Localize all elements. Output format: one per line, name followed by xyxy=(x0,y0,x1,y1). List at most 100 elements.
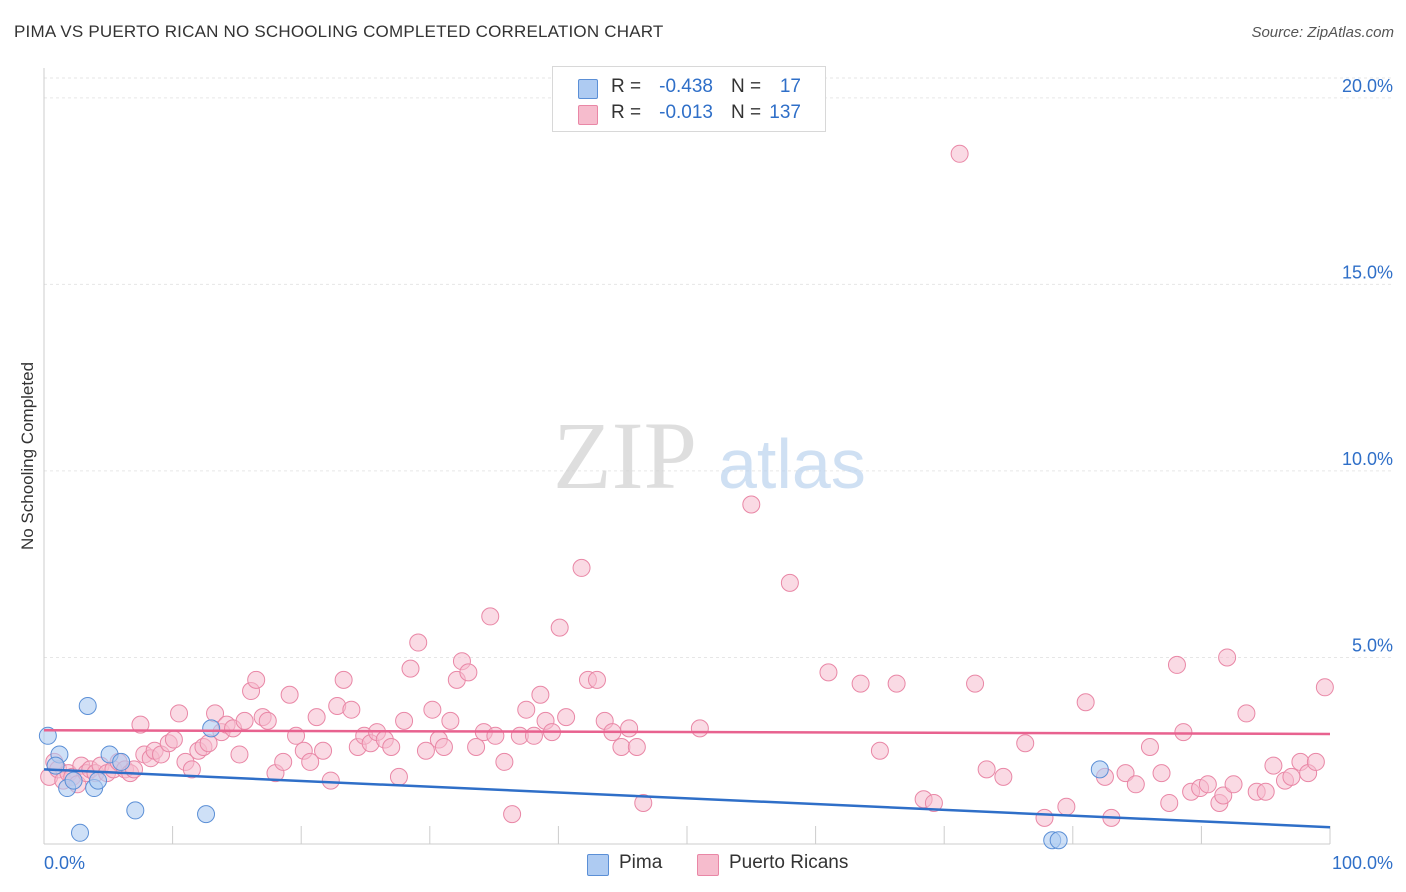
puerto-ricans-point xyxy=(164,730,183,749)
puerto-ricans-point xyxy=(280,685,299,704)
source-label: Source: ZipAtlas.com xyxy=(1251,24,1394,41)
pima-point xyxy=(126,801,145,820)
puerto-ricans-point xyxy=(467,738,486,756)
puerto-ricans-point xyxy=(620,719,639,738)
puerto-ricans-point xyxy=(1214,786,1233,805)
pima-point xyxy=(112,752,131,771)
tick-labels: 5.0% 10.0% 15.0% 20.0% 0.0% 100.0% xyxy=(44,76,1393,873)
puerto-ricans-point xyxy=(1237,704,1256,723)
pima-trend-line xyxy=(43,768,1331,829)
puerto-ricans-point xyxy=(382,738,401,756)
legend-r-label: R = xyxy=(611,76,642,97)
puerto-ricans-point xyxy=(1126,775,1145,794)
puerto-ricans-point xyxy=(321,771,340,790)
puerto-ricans-point xyxy=(572,558,591,577)
y-tick-label: 10.0% xyxy=(1342,449,1393,469)
puerto-ricans-point xyxy=(634,793,653,812)
puerto-ricans-point xyxy=(1076,693,1095,712)
puerto-ricans-point xyxy=(870,741,889,760)
legend-n-label: N = xyxy=(731,76,762,97)
puerto-ricans-point xyxy=(1282,767,1301,786)
watermark-atlas: atlas xyxy=(718,425,866,503)
puerto-ricans-point xyxy=(416,741,435,760)
pima-point xyxy=(202,719,221,738)
puerto-ricans-point xyxy=(819,663,838,682)
puerto-ricans-point xyxy=(314,741,333,760)
pima-point xyxy=(1049,831,1068,850)
puerto-ricans-point xyxy=(247,670,266,689)
puerto-ricans-point xyxy=(517,700,536,719)
y-tick-label: 20.0% xyxy=(1342,76,1393,96)
puerto-ricans-point xyxy=(258,711,277,730)
legend-swatch-pima xyxy=(578,79,598,99)
puerto-ricans-point xyxy=(1167,655,1186,674)
puerto-ricans-point xyxy=(1224,775,1243,794)
puerto-ricans-point xyxy=(1218,648,1237,667)
pima-point xyxy=(197,805,216,824)
legend-n-label: N = xyxy=(731,102,762,123)
puerto-ricans-point xyxy=(1116,764,1135,783)
legend-swatch-puerto-ricans xyxy=(578,105,598,125)
puerto-ricans-point xyxy=(395,711,414,730)
puerto-ricans-point xyxy=(230,745,249,764)
puerto-ricans-point xyxy=(409,633,428,652)
puerto-ricans-point xyxy=(131,715,150,734)
puerto-ricans-point xyxy=(486,726,505,745)
puerto-ricans-point xyxy=(1198,775,1217,794)
puerto-ricans-point xyxy=(950,144,969,163)
puerto-ricans-point xyxy=(924,793,943,812)
legend-row-pima: R = -0.438 N = 17 xyxy=(553,75,825,101)
pima-point xyxy=(78,696,97,715)
x-tick-label-min: 0.0% xyxy=(44,853,85,873)
puerto-ricans-trend-line xyxy=(43,728,1331,736)
puerto-ricans-point xyxy=(1264,756,1283,775)
puerto-ricans-point xyxy=(274,752,293,771)
puerto-ricans-point xyxy=(742,495,761,514)
puerto-ricans-point xyxy=(690,719,709,738)
puerto-ricans-point xyxy=(627,738,646,756)
pima-point xyxy=(64,771,83,790)
y-tick-label: 5.0% xyxy=(1352,635,1393,655)
puerto-ricans-point xyxy=(334,670,353,689)
puerto-ricans-point xyxy=(503,805,522,824)
puerto-ricans-point xyxy=(587,670,606,689)
watermark-zip: ZIP xyxy=(553,402,697,509)
puerto-ricans-point xyxy=(389,767,408,786)
puerto-ricans-point xyxy=(887,674,906,693)
chart-title: PIMA VS PUERTO RICAN NO SCHOOLING COMPLE… xyxy=(14,22,664,41)
puerto-ricans-point xyxy=(612,738,631,756)
puerto-ricans-point xyxy=(1152,764,1171,783)
puerto-ricans-point xyxy=(994,767,1013,786)
legend-r-value: -0.013 xyxy=(659,102,713,123)
bottom-legend-label-puerto-ricans: Puerto Ricans xyxy=(729,852,849,873)
pima-point xyxy=(38,726,57,745)
puerto-ricans-point xyxy=(342,700,361,719)
puerto-ricans-point xyxy=(1160,793,1179,812)
watermark: ZIP atlas xyxy=(553,402,866,509)
legend-n-value: 17 xyxy=(779,76,801,97)
puerto-ricans-point xyxy=(170,704,189,723)
puerto-ricans-point xyxy=(531,685,550,704)
puerto-ricans-point xyxy=(1306,752,1325,771)
trend-lines xyxy=(43,728,1331,829)
puerto-ricans-point xyxy=(1035,808,1054,827)
correlation-legend: R = -0.438 N = 17 R = -0.013 N = 137 xyxy=(552,66,826,132)
puerto-ricans-point xyxy=(851,674,870,693)
puerto-ricans-point xyxy=(301,752,320,771)
puerto-ricans-point xyxy=(434,738,453,756)
legend-row-puerto-ricans: R = -0.013 N = 137 xyxy=(553,101,825,127)
puerto-ricans-point xyxy=(1256,782,1275,801)
puerto-ricans-point xyxy=(1140,738,1159,756)
puerto-ricans-point xyxy=(307,708,326,727)
x-tick-label-max: 100.0% xyxy=(1332,853,1393,873)
axis-layer xyxy=(43,68,1331,845)
puerto-ricans-point xyxy=(495,752,514,771)
puerto-ricans-point xyxy=(977,760,996,779)
y-tick-label: 15.0% xyxy=(1342,262,1393,282)
puerto-ricans-point xyxy=(1016,734,1035,753)
puerto-ricans-point xyxy=(550,618,569,637)
puerto-ricans-point xyxy=(481,607,500,626)
pima-point xyxy=(89,771,108,790)
pima-point xyxy=(71,823,90,842)
